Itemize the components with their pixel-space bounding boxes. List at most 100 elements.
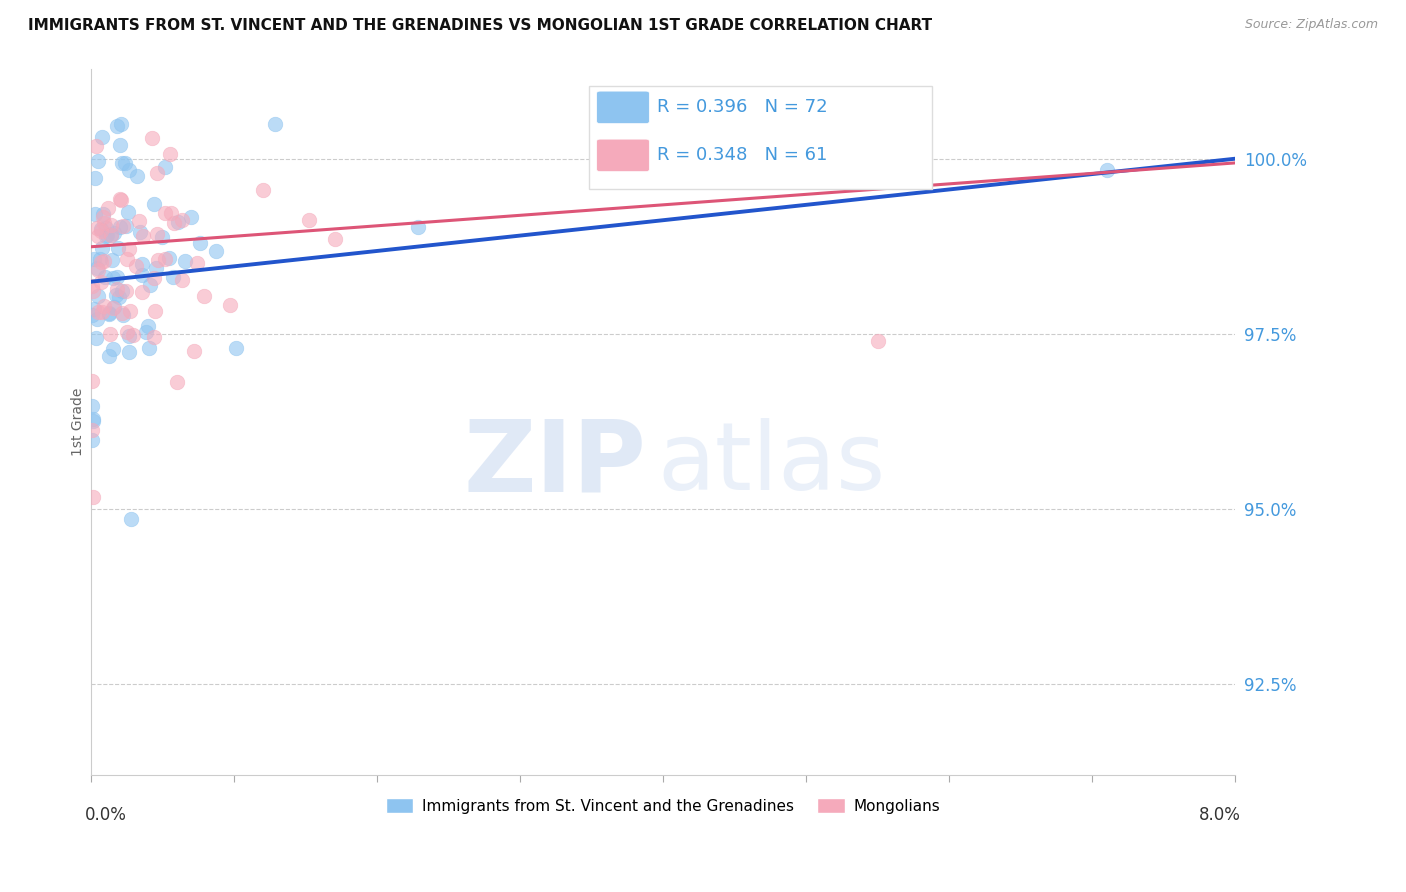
Point [87,289,110,303]
Point [91,305,114,319]
Point [135,325,157,339]
Point [298,212,321,227]
Point [97,350,120,364]
Point [162,217,184,231]
Point [142,271,165,285]
Point [96,227,118,242]
Point [157,251,180,265]
Point [174,253,197,268]
Point [97,201,120,215]
Point [131,268,153,282]
Point [91,211,114,225]
Point [150,229,173,244]
Text: R = 0.348   N = 61: R = 0.348 N = 61 [658,146,828,164]
Point [406,219,429,234]
Point [84,139,107,153]
Point [138,319,160,334]
Point [89,252,111,267]
Point [110,137,132,152]
Point [103,342,125,356]
Point [143,330,166,344]
Point [204,244,226,259]
Point [84,331,107,345]
Point [325,232,347,246]
Point [82,433,104,447]
Point [82,375,104,389]
Text: IMMIGRANTS FROM ST. VINCENT AND THE GRENADINES VS MONGOLIAN 1ST GRADE CORRELATIO: IMMIGRANTS FROM ST. VINCENT AND THE GREN… [28,18,932,33]
Text: 8.0%: 8.0% [1199,806,1241,824]
Point [115,325,138,339]
Point [98,326,121,341]
Point [103,300,125,314]
Point [103,271,125,285]
Point [131,257,153,271]
Point [186,255,208,269]
Point [139,277,162,292]
Point [128,214,150,228]
Point [111,308,134,322]
Point [90,129,112,144]
Point [87,304,110,318]
Point [121,327,143,342]
Point [153,161,176,175]
Point [110,192,132,206]
Point [131,285,153,300]
Point [84,207,107,221]
Point [103,301,125,316]
Point [83,170,105,185]
Point [83,252,105,267]
Point [263,118,285,132]
Point [219,298,242,312]
Point [82,423,104,437]
Point [166,375,188,389]
Point [111,156,134,170]
Point [87,228,110,243]
Point [166,214,188,228]
Point [1095,162,1118,177]
Point [114,285,136,299]
Point [193,289,215,303]
Point [252,183,274,197]
Point [96,220,118,235]
Point [91,206,114,220]
Point [114,156,136,170]
Point [145,260,167,275]
Text: atlas: atlas [658,418,886,510]
Point [146,252,169,267]
Point [82,284,104,298]
Point [90,222,112,236]
Point [101,252,124,267]
Text: 0.0%: 0.0% [86,806,127,824]
Point [143,196,166,211]
Point [172,213,194,227]
Point [86,260,108,275]
Point [82,414,104,428]
Point [90,224,112,238]
Point [111,306,134,320]
Point [90,254,112,268]
Point [143,303,166,318]
Point [86,312,108,326]
Point [82,278,104,293]
Point [110,118,132,132]
Point [141,131,163,145]
Point [132,229,155,244]
Point [138,342,160,356]
Point [86,220,108,235]
Point [100,227,122,242]
Point [183,344,205,359]
Point [110,284,132,298]
Point [108,220,131,235]
Point [117,205,139,219]
Point [93,217,115,231]
Point [83,302,105,317]
Point [111,219,134,233]
Point [127,169,149,183]
Point [103,227,125,241]
Text: R = 0.396   N = 72: R = 0.396 N = 72 [658,98,828,116]
Point [105,120,128,134]
Point [107,282,129,296]
Point [162,269,184,284]
Point [225,341,247,355]
Point [170,273,193,287]
